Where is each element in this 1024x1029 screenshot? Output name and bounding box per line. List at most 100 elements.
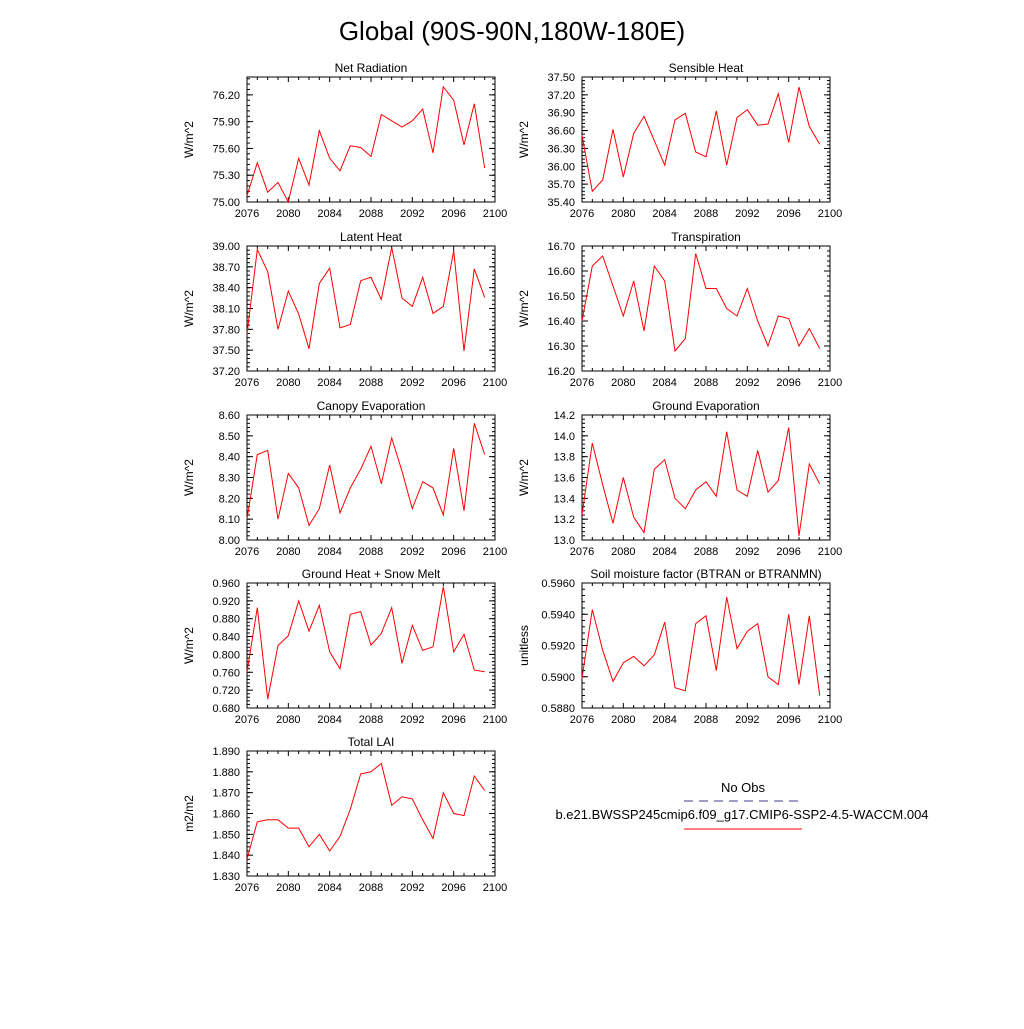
y-tick-label: 13.6: [554, 473, 575, 485]
y-tick-label: 0.680: [212, 703, 240, 715]
y-axis-label: W/m^2: [182, 459, 196, 496]
y-tick-label: 75.30: [212, 170, 240, 182]
y-tick-label: 8.30: [219, 473, 240, 485]
series-line: [581, 597, 821, 696]
y-tick-label: 14.2: [554, 410, 575, 422]
y-tick-label: 37.50: [547, 72, 575, 84]
x-tick-label: 2080: [611, 377, 635, 389]
x-tick-label: 2092: [735, 714, 759, 726]
y-tick-label: 8.40: [219, 452, 240, 464]
y-tick-label: 14.0: [554, 431, 575, 443]
panel-title: Ground Heat + Snow Melt: [302, 567, 441, 581]
x-tick-label: 2100: [483, 546, 507, 558]
series-line: [581, 427, 821, 536]
y-tick-label: 38.40: [212, 283, 240, 295]
y-tick-label: 0.760: [212, 667, 240, 679]
y-axis-label: W/m^2: [517, 121, 531, 158]
x-tick-label: 2076: [235, 546, 259, 558]
x-tick-label: 2096: [441, 377, 465, 389]
panel-grid: Net Radiation 2076 2080 2084 2088 2092 2096 210…: [182, 61, 842, 894]
y-tick-label: 1.880: [212, 767, 240, 779]
x-tick-label: 2096: [441, 208, 465, 220]
x-tick-label: 2076: [570, 714, 594, 726]
panel-ground-heat-snow-melt: Ground Heat + Snow Melt 2076 2080 2084 2088 2…: [182, 567, 507, 726]
x-tick-label: 2092: [400, 714, 424, 726]
x-tick-label: 2096: [776, 208, 800, 220]
x-tick-label: 2092: [400, 546, 424, 558]
panel-ground-evaporation: Ground Evaporation 2076 2080 2084 2088 2092 20…: [517, 399, 842, 558]
plot-frame: [581, 245, 831, 372]
x-tick-label: 2080: [276, 714, 300, 726]
panel-title: Total LAI: [348, 735, 395, 749]
y-tick-label: 36.30: [547, 143, 575, 155]
y-tick-label: 0.5920: [541, 641, 575, 653]
x-tick-label: 2092: [400, 377, 424, 389]
y-tick-label: 35.40: [547, 197, 575, 209]
x-tick-label: 2076: [235, 377, 259, 389]
x-tick-label: 2100: [818, 546, 842, 558]
x-tick-label: 2096: [441, 882, 465, 894]
x-tick-label: 2100: [483, 208, 507, 220]
x-tick-label: 2080: [276, 377, 300, 389]
series-line: [246, 586, 485, 700]
y-tick-label: 75.00: [212, 197, 240, 209]
x-tick-label: 2100: [483, 714, 507, 726]
y-tick-label: 0.5940: [541, 609, 575, 621]
y-tick-label: 13.0: [554, 535, 575, 547]
x-tick-label: 2088: [694, 377, 718, 389]
x-tick-label: 2096: [441, 546, 465, 558]
y-axis-label: W/m^2: [517, 459, 531, 496]
y-tick-label: 1.860: [212, 809, 240, 821]
y-tick-label: 36.90: [547, 108, 575, 120]
legend-obs-label: No Obs: [721, 780, 766, 795]
y-tick-label: 8.10: [219, 514, 240, 526]
y-tick-label: 13.4: [554, 493, 575, 505]
y-axis-label: unitless: [517, 625, 531, 666]
y-tick-label: 8.60: [219, 410, 240, 422]
y-tick-label: 36.00: [547, 161, 575, 173]
plot-frame: [246, 750, 496, 877]
plot-frame: [246, 414, 496, 541]
x-tick-label: 2100: [818, 208, 842, 220]
y-tick-label: 37.50: [212, 345, 240, 357]
y-tick-label: 0.5900: [541, 672, 575, 684]
y-tick-label: 37.80: [212, 324, 240, 336]
panel-title: Net Radiation: [335, 61, 408, 75]
y-tick-label: 0.880: [212, 614, 240, 626]
y-tick-label: 16.70: [547, 241, 575, 253]
y-axis-label: W/m^2: [517, 290, 531, 327]
y-tick-label: 36.60: [547, 126, 575, 138]
y-tick-label: 0.5960: [541, 578, 575, 590]
y-tick-label: 0.840: [212, 632, 240, 644]
series-line: [581, 253, 821, 353]
y-tick-label: 16.20: [547, 366, 575, 378]
y-tick-label: 35.70: [547, 179, 575, 191]
panel-title: Canopy Evaporation: [317, 399, 426, 413]
x-tick-label: 2088: [359, 208, 383, 220]
panel-canopy-evaporation: Canopy Evaporation 2076 2080 2084 2088 2092 20…: [182, 399, 507, 558]
x-tick-label: 2088: [359, 714, 383, 726]
x-tick-label: 2084: [317, 714, 341, 726]
x-tick-label: 2076: [235, 882, 259, 894]
y-tick-label: 75.60: [212, 143, 240, 155]
x-tick-label: 2080: [611, 546, 635, 558]
x-tick-label: 2088: [359, 882, 383, 894]
x-tick-label: 2084: [652, 714, 676, 726]
panel-total-lai: Total LAI 2076 2080 2084 2088 2092 2096 2100 1.8…: [182, 735, 507, 894]
y-tick-label: 76.20: [212, 90, 240, 102]
y-tick-label: 16.30: [547, 341, 575, 353]
x-tick-label: 2076: [235, 714, 259, 726]
y-tick-label: 0.720: [212, 685, 240, 697]
series-line: [246, 762, 486, 860]
x-tick-label: 2084: [317, 208, 341, 220]
series-line: [246, 423, 486, 527]
y-axis-label: W/m^2: [182, 121, 196, 158]
figure-title: Global (90S-90N,180W-180E): [339, 16, 685, 46]
x-tick-label: 2096: [776, 546, 800, 558]
series-line: [246, 85, 486, 204]
x-tick-label: 2100: [483, 882, 507, 894]
panel-title: Soil moisture factor (BTRAN or BTRANMN): [590, 567, 821, 581]
y-tick-label: 16.50: [547, 291, 575, 303]
x-tick-label: 2092: [735, 546, 759, 558]
